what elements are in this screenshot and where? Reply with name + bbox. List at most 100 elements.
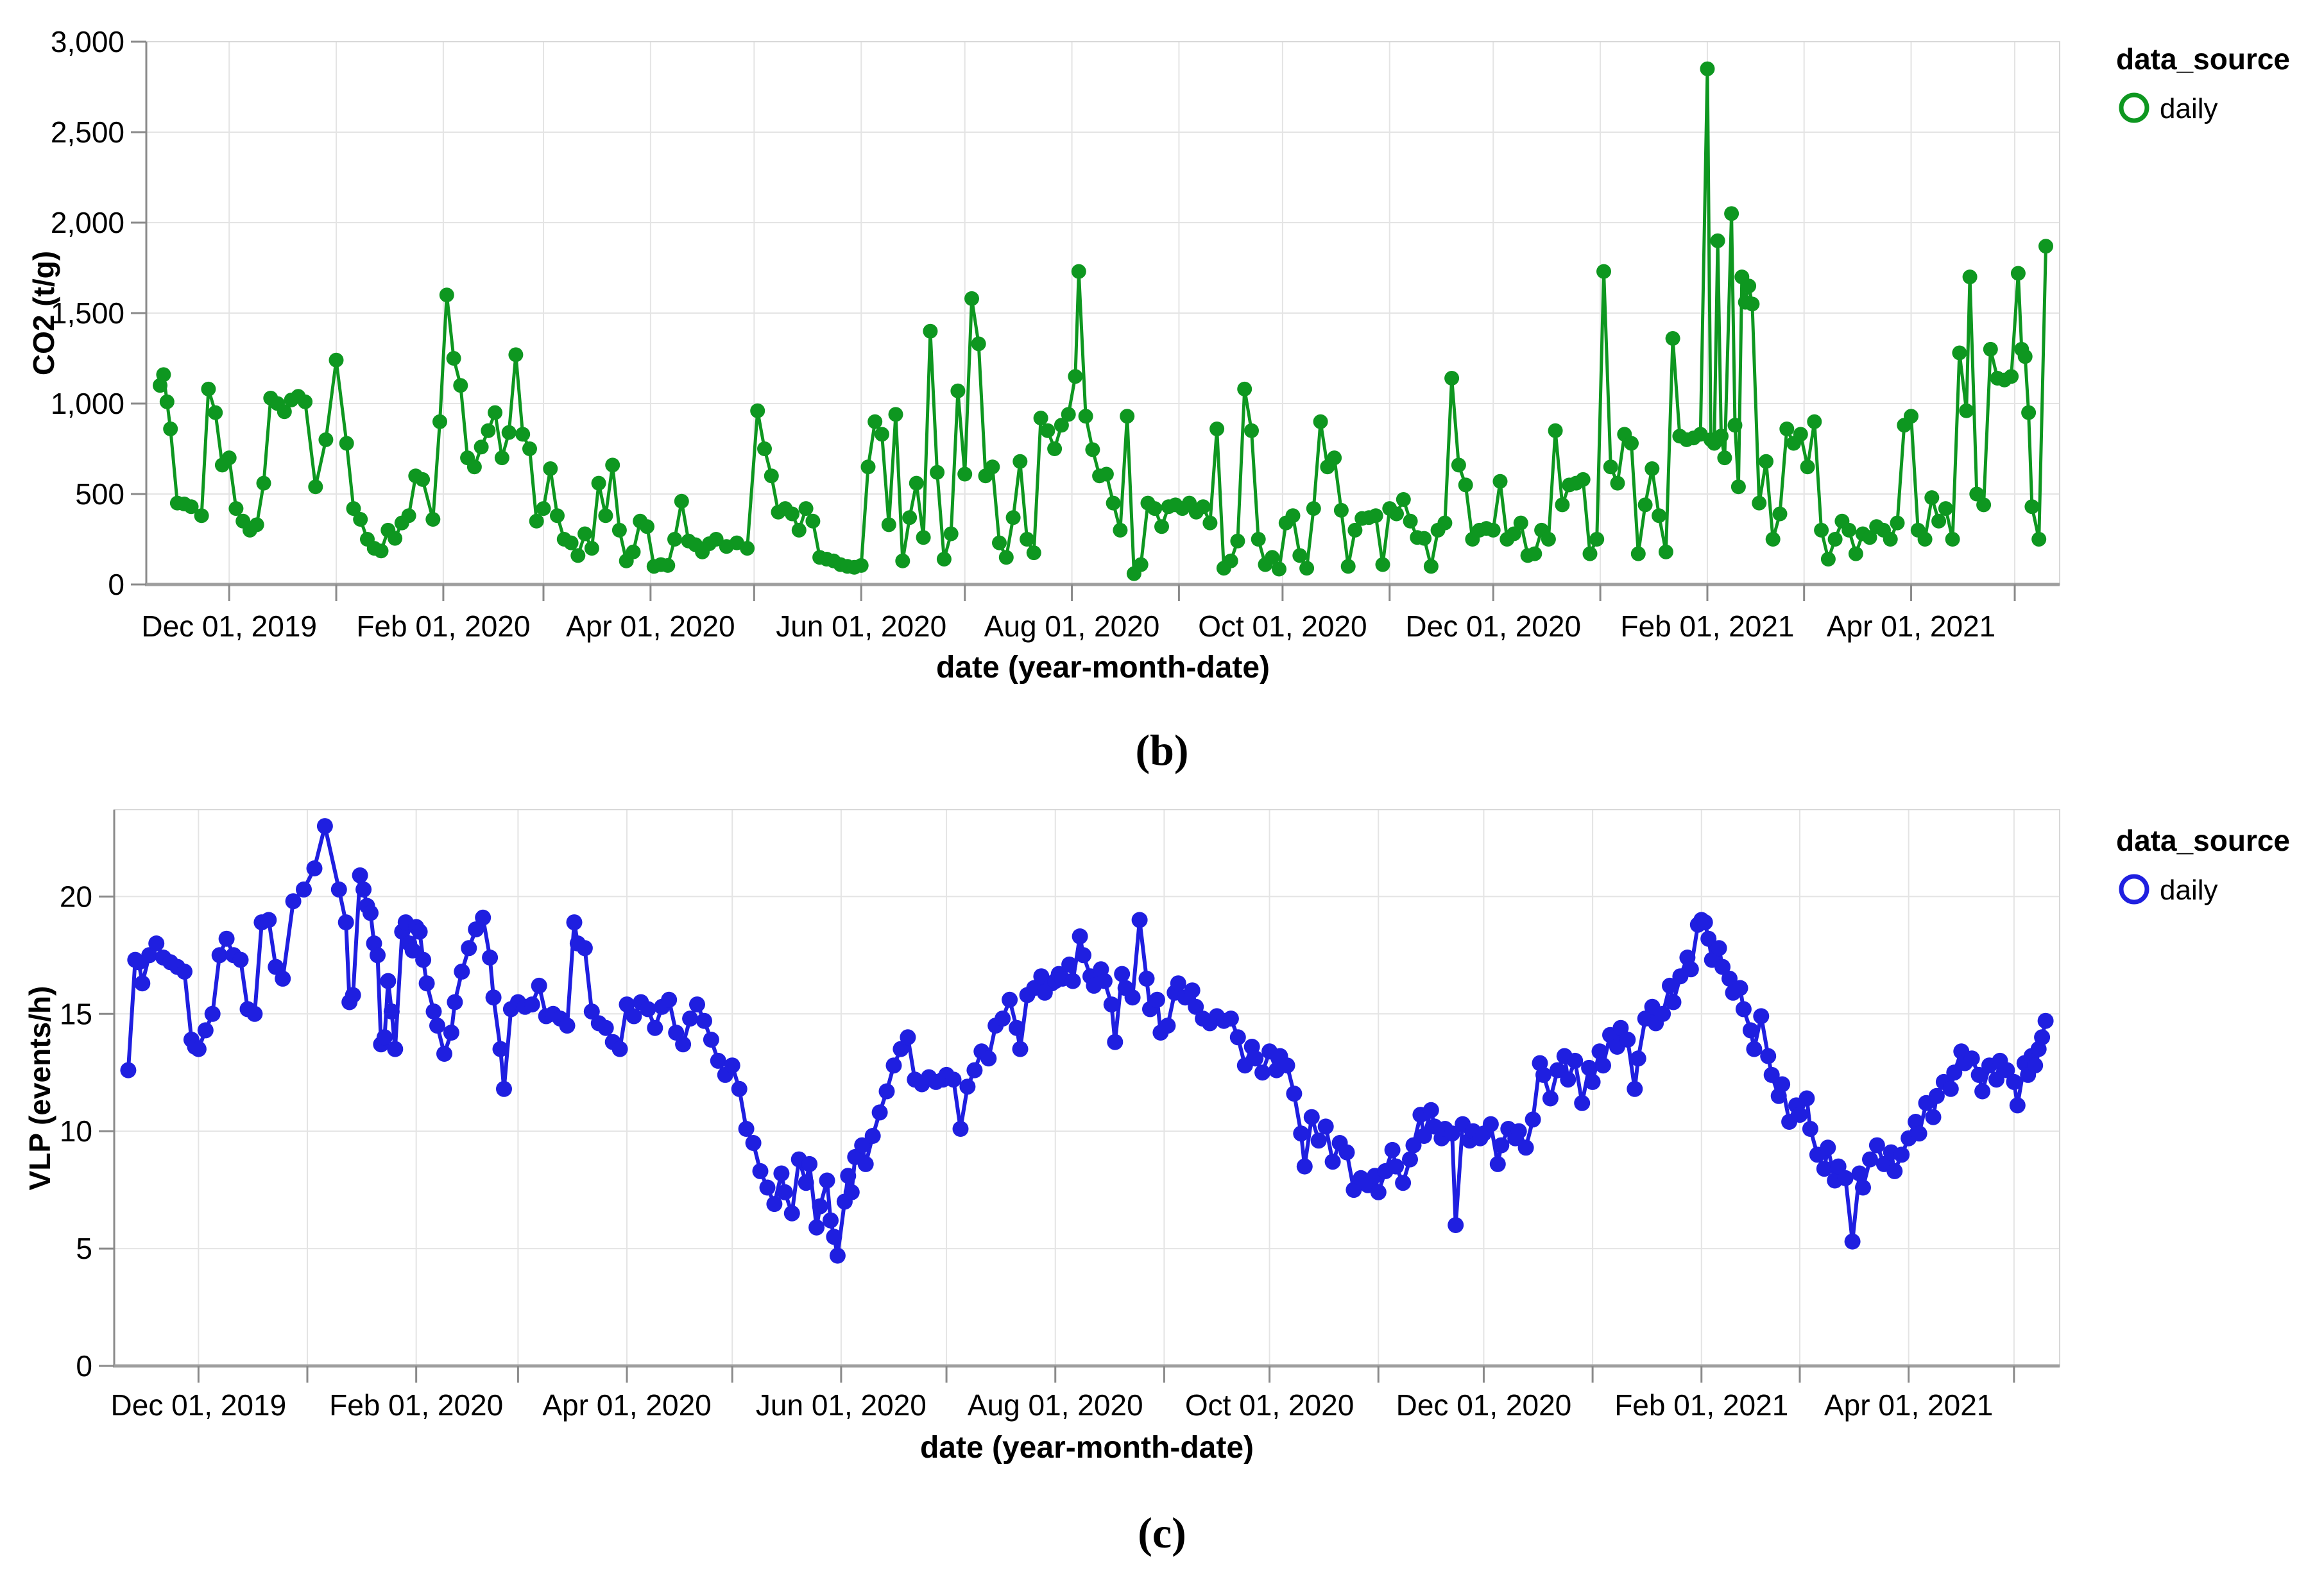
chart-c-data-point [703, 1032, 719, 1048]
chart-b-x-tick-label: Jun 01, 2020 [776, 609, 946, 643]
chart-b-data-point [488, 405, 503, 420]
chart-c-y-axis-title: VLP (events/h) [23, 986, 56, 1191]
chart-c-data-point [1072, 928, 1088, 944]
chart-b-data-point [1333, 502, 1349, 518]
chart-c-data-point [1402, 1151, 1418, 1168]
chart-c-data-point [1384, 1141, 1401, 1158]
chart-c-data-point [1816, 1161, 1833, 1177]
chart-b-data-point [1841, 522, 1857, 538]
chart-c-data-point [1844, 1233, 1861, 1250]
chart-b-data-point [1154, 519, 1169, 534]
chart-b-data-point [1195, 499, 1211, 515]
chart-c-data-point [840, 1168, 857, 1184]
chart-c-data-point [647, 1019, 663, 1036]
chart-c-data-point [232, 951, 249, 968]
chart-b-data-point [501, 425, 517, 440]
chart-b-data-point [1313, 414, 1328, 429]
chart-b-data-point [339, 436, 354, 451]
chart-b-y-tick-label: 2,500 [51, 115, 124, 149]
chart-b-data-point [1962, 269, 1978, 285]
chart-b-data-point [1513, 515, 1528, 531]
chart-c-data-point [306, 860, 323, 876]
chart-c-data-point [1911, 1125, 1927, 1142]
chart-c-data-point [900, 1029, 916, 1046]
chart-c-data-point [141, 947, 158, 964]
chart-c-data-point [566, 914, 583, 931]
chart-b-data-point [1800, 459, 1815, 475]
chart-c-data-point [1830, 1158, 1847, 1175]
chart-b-data-point [764, 468, 779, 484]
chart-c-x-tick-label: Feb 01, 2020 [329, 1388, 503, 1422]
chart-c-data-point [211, 947, 228, 964]
chart-b-data-point [373, 543, 389, 559]
chart-b-x-tick-label: Dec 01, 2019 [141, 609, 317, 643]
chart-b-data-point [1020, 532, 1035, 547]
chart-c-data-point [1124, 989, 1141, 1006]
chart-b-data-point [1630, 546, 1646, 561]
chart-b-data-point [923, 323, 938, 339]
chart-b-y-tick-label: 3,000 [51, 25, 124, 58]
chart-c-plot-border [114, 809, 2060, 1367]
chart-c-data-point [766, 1196, 783, 1213]
chart-b-data-point [466, 459, 482, 475]
chart-b-data-point [1848, 546, 1863, 561]
chart-c-data-point [1370, 1184, 1387, 1200]
chart-b-legend: data_source daily [2116, 42, 2290, 124]
chart-c-data-point [1574, 1095, 1591, 1111]
chart-c-data-point [1149, 991, 1165, 1008]
chart-c-data-point [1310, 1132, 1327, 1149]
chart-c-data-point [1279, 1057, 1295, 1074]
chart-c-data-point [752, 1163, 769, 1179]
chart-c-plot-area: 0 5 10 15 20 Dec 01, 2019 Feb 01, 2020 Apr 01, … [60, 809, 2060, 1422]
chart-b-legend-title: data_source [2116, 42, 2290, 76]
chart-b-data-point [1033, 411, 1048, 426]
chart-c-data-point [1075, 947, 1091, 964]
chart-b-data-point [401, 508, 416, 524]
chart-c-data-point [120, 1062, 137, 1078]
chart-c-data-point [1619, 1032, 1636, 1048]
chart-c-data-point [812, 1198, 828, 1215]
chart-c-data-point [583, 1003, 600, 1020]
chart-b-data-point [1807, 414, 1822, 429]
chart-c-data-point [1096, 973, 1113, 989]
chart-b-data-point [1772, 506, 1788, 522]
chart-c-data-point [1489, 1155, 1506, 1172]
chart-c-data-point [959, 1078, 976, 1095]
chart-c-data-point [945, 1071, 962, 1088]
chart-b-y-tick-label: 2,000 [51, 206, 124, 239]
chart-c-data-point [823, 1212, 839, 1229]
chart-b-legend-open-circle-icon [2119, 92, 2149, 123]
chart-c-data-point [576, 940, 593, 957]
chart-c-data-point [1346, 1182, 1362, 1198]
chart-b-data-point [1741, 278, 1757, 294]
chart-c-data-point [1525, 1111, 1541, 1128]
chart-c-data-point [296, 881, 312, 898]
chart-b-data-point [550, 508, 565, 524]
chart-c-data-point [682, 1010, 699, 1027]
chart-b-data-point [1589, 532, 1605, 547]
chart-b-data-point [1727, 418, 1743, 433]
chart-b-data-point [1924, 490, 1940, 506]
chart-c-data-point [724, 1057, 740, 1074]
chart-c-data-point [1549, 1062, 1566, 1078]
chart-c-data-point [1735, 1001, 1752, 1018]
chart-b-data-point [1327, 450, 1342, 466]
chart-c-data-point [1974, 1083, 1991, 1100]
chart-c-data-point [1630, 1050, 1646, 1067]
chart-b-data-point [543, 461, 558, 476]
chart-b-data-point [1223, 553, 1238, 568]
chart-b-data-point [184, 499, 199, 515]
chart-b-data-point [1582, 546, 1598, 561]
chart-b-data-point [992, 535, 1007, 550]
chart-c-data-point [773, 1165, 790, 1182]
chart-b-data-point [1068, 369, 1083, 384]
chart-c-x-tick-label: Dec 01, 2020 [1396, 1388, 1572, 1422]
chart-c-data-point [1103, 996, 1120, 1013]
chart-c-data-point [738, 1121, 755, 1137]
chart-b-data-point [515, 427, 531, 442]
chart-c-data-point [1791, 1107, 1808, 1123]
chart-b-data-point [156, 367, 171, 382]
chart-b-data-point [388, 531, 403, 546]
chart-c-data-point [1662, 977, 1678, 994]
chart-c-data-point [1581, 1059, 1598, 1076]
